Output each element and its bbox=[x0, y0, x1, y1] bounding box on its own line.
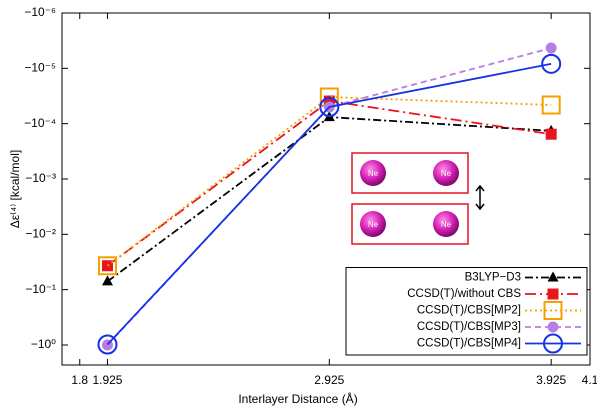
series-line bbox=[106, 62, 552, 346]
marker bbox=[547, 288, 559, 300]
x-tick-label: 3.925 bbox=[536, 373, 566, 387]
atom bbox=[360, 211, 386, 237]
y-axis-label: Δε⁽⁴⁾ [kcal/mol] bbox=[8, 150, 22, 228]
x-tick-label: 1.8 bbox=[71, 373, 88, 387]
atom bbox=[360, 160, 386, 186]
y-tick-label: −10⁻² bbox=[25, 226, 56, 240]
y-tick-label: −10⁻⁶ bbox=[24, 5, 56, 19]
y-tick-label: −10⁻¹ bbox=[25, 282, 56, 296]
marker bbox=[541, 53, 562, 74]
series-line bbox=[106, 100, 552, 267]
series-line bbox=[106, 116, 552, 283]
marker bbox=[543, 333, 563, 354]
x-tick-label: 4.1 bbox=[582, 373, 597, 387]
marker bbox=[545, 42, 557, 54]
marker bbox=[547, 321, 559, 333]
marker bbox=[543, 301, 563, 320]
atom-label: Ne bbox=[441, 169, 452, 178]
x-axis-label: Interlayer Distance (Å) bbox=[238, 391, 357, 406]
legend-label: CCSD(T)/CBS[MP4] bbox=[417, 338, 521, 350]
y-tick-label: −10⁻⁵ bbox=[24, 61, 56, 75]
arrow bbox=[475, 184, 485, 211]
plot-frame bbox=[61, 12, 591, 366]
y-tick-label: −10⁻⁴ bbox=[24, 116, 56, 130]
atom-label: Ne bbox=[441, 220, 452, 229]
atom bbox=[433, 160, 459, 186]
marker bbox=[97, 256, 117, 276]
y-tick-label: −10⁻³ bbox=[25, 171, 56, 185]
legend-label: CCSD(T)/CBS[MP3] bbox=[417, 321, 521, 333]
atom-label: Ne bbox=[368, 220, 379, 229]
series-line bbox=[106, 96, 552, 267]
inset: Ne Ne Ne Ne bbox=[351, 152, 485, 245]
marker bbox=[319, 97, 340, 118]
atom bbox=[433, 211, 459, 237]
marker bbox=[323, 95, 335, 107]
legend-label: CCSD(T)/without CBS bbox=[407, 288, 521, 300]
atom-label: Ne bbox=[368, 169, 379, 178]
x-tick-label: 2.925 bbox=[314, 373, 344, 387]
legend-label: B3LYP−D3 bbox=[465, 272, 521, 284]
legend: B3LYP−D3 CCSD(T)/without CBS CCSD(T)/CBS[M… bbox=[345, 267, 588, 356]
marker bbox=[541, 95, 561, 115]
marker bbox=[547, 271, 559, 282]
x-tick-label: 1.925 bbox=[92, 373, 122, 387]
marker bbox=[97, 334, 118, 355]
y-tick-label: −10⁰ bbox=[31, 337, 56, 351]
legend-label: CCSD(T)/CBS[MP2] bbox=[417, 305, 521, 317]
marker bbox=[545, 128, 557, 140]
marker bbox=[101, 275, 113, 286]
